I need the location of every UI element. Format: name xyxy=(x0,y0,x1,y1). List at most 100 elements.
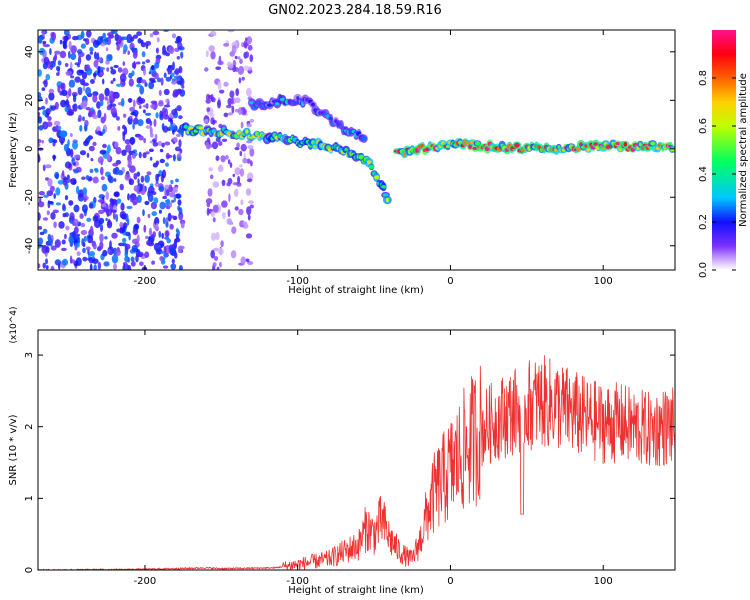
noise-blob xyxy=(220,240,224,248)
noise-blob xyxy=(60,99,67,108)
noise-blob xyxy=(89,263,93,270)
noise-blob xyxy=(44,164,52,169)
noise-blob xyxy=(177,205,181,211)
noise-blob xyxy=(143,68,146,76)
y-tick-label: 40 xyxy=(24,45,35,58)
noise-blob xyxy=(243,40,248,49)
noise-blob xyxy=(151,211,157,217)
noise-blob xyxy=(177,46,185,51)
noise-blob xyxy=(56,72,60,76)
noise-blob xyxy=(87,235,94,244)
noise-blob xyxy=(38,143,41,147)
noise-blob xyxy=(153,72,159,80)
noise-blob xyxy=(117,125,121,131)
noise-blob xyxy=(159,148,164,153)
noise-blob xyxy=(132,50,138,59)
noise-blob xyxy=(212,181,220,188)
noise-blob xyxy=(89,225,94,235)
noise-blob xyxy=(50,212,56,220)
noise-blob xyxy=(125,144,132,153)
noise-blob xyxy=(233,188,239,197)
noise-blob xyxy=(156,36,160,43)
noise-blob xyxy=(172,136,178,143)
noise-blob xyxy=(80,43,86,49)
noise-blob xyxy=(93,60,99,68)
spectrogram-frame xyxy=(37,29,676,271)
noise-blob xyxy=(147,213,151,219)
noise-blob xyxy=(70,178,77,185)
noise-blob xyxy=(221,138,228,142)
trace-blob xyxy=(358,154,365,160)
noise-blob xyxy=(249,54,254,63)
noise-blob xyxy=(144,174,150,183)
noise-blob xyxy=(64,106,69,113)
noise-blob xyxy=(43,44,51,48)
noise-blob xyxy=(43,56,50,64)
noise-blob xyxy=(73,169,79,174)
noise-blob xyxy=(130,47,138,52)
noise-blob xyxy=(62,213,67,218)
noise-blob xyxy=(143,137,147,144)
noise-blob xyxy=(97,261,102,270)
noise-blob xyxy=(99,72,105,76)
noise-blob xyxy=(42,62,48,70)
noise-blob xyxy=(140,79,147,84)
noise-blob xyxy=(63,177,69,181)
noise-blob xyxy=(92,39,100,48)
noise-blob xyxy=(127,218,130,226)
noise-blob xyxy=(81,204,88,213)
noise-blob xyxy=(246,87,252,97)
noise-blob xyxy=(217,164,224,172)
snr-frame xyxy=(37,329,676,571)
noise-blob xyxy=(243,109,246,115)
noise-blob xyxy=(207,94,212,100)
noise-blob xyxy=(249,148,255,157)
noise-blob xyxy=(125,261,128,269)
noise-blob xyxy=(211,141,219,150)
noise-blob xyxy=(130,261,136,267)
noise-blob xyxy=(120,202,125,211)
noise-blob xyxy=(97,199,104,203)
noise-blob xyxy=(165,98,169,104)
noise-blob xyxy=(142,152,147,159)
noise-blob xyxy=(83,140,89,147)
noise-blob xyxy=(113,64,119,69)
noise-blob xyxy=(81,176,86,180)
noise-blob xyxy=(165,221,169,228)
noise-blob xyxy=(49,48,52,55)
noise-blob xyxy=(110,106,117,116)
noise-blob xyxy=(151,80,157,83)
noise-blob xyxy=(132,228,139,236)
noise-blob xyxy=(208,167,213,172)
noise-blob xyxy=(231,105,235,114)
noise-blob xyxy=(148,148,154,153)
noise-blob xyxy=(69,255,73,264)
noise-blob xyxy=(117,67,123,73)
noise-blob xyxy=(46,210,50,216)
noise-blob xyxy=(38,107,42,111)
noise-blob xyxy=(149,126,153,136)
noise-blob xyxy=(168,46,175,54)
noise-blob xyxy=(236,142,240,148)
noise-blob xyxy=(102,78,105,85)
noise-blob xyxy=(210,174,214,180)
noise-blob xyxy=(69,61,73,70)
noise-blob xyxy=(144,251,150,258)
noise-blob xyxy=(135,254,139,263)
noise-blob xyxy=(94,51,97,60)
noise-blob xyxy=(124,243,131,250)
noise-blob xyxy=(181,84,185,89)
noise-blob xyxy=(226,104,232,109)
noise-blob xyxy=(131,62,137,69)
noise-blob xyxy=(142,104,149,108)
noise-blob xyxy=(221,200,228,208)
noise-blob xyxy=(57,179,64,185)
noise-blob xyxy=(246,140,253,144)
noise-blob xyxy=(174,68,180,76)
noise-blob xyxy=(217,60,224,66)
noise-blob xyxy=(98,67,106,71)
noise-blob xyxy=(227,112,233,116)
noise-blob xyxy=(48,88,55,94)
noise-blob xyxy=(225,154,229,160)
noise-blob xyxy=(176,80,183,85)
